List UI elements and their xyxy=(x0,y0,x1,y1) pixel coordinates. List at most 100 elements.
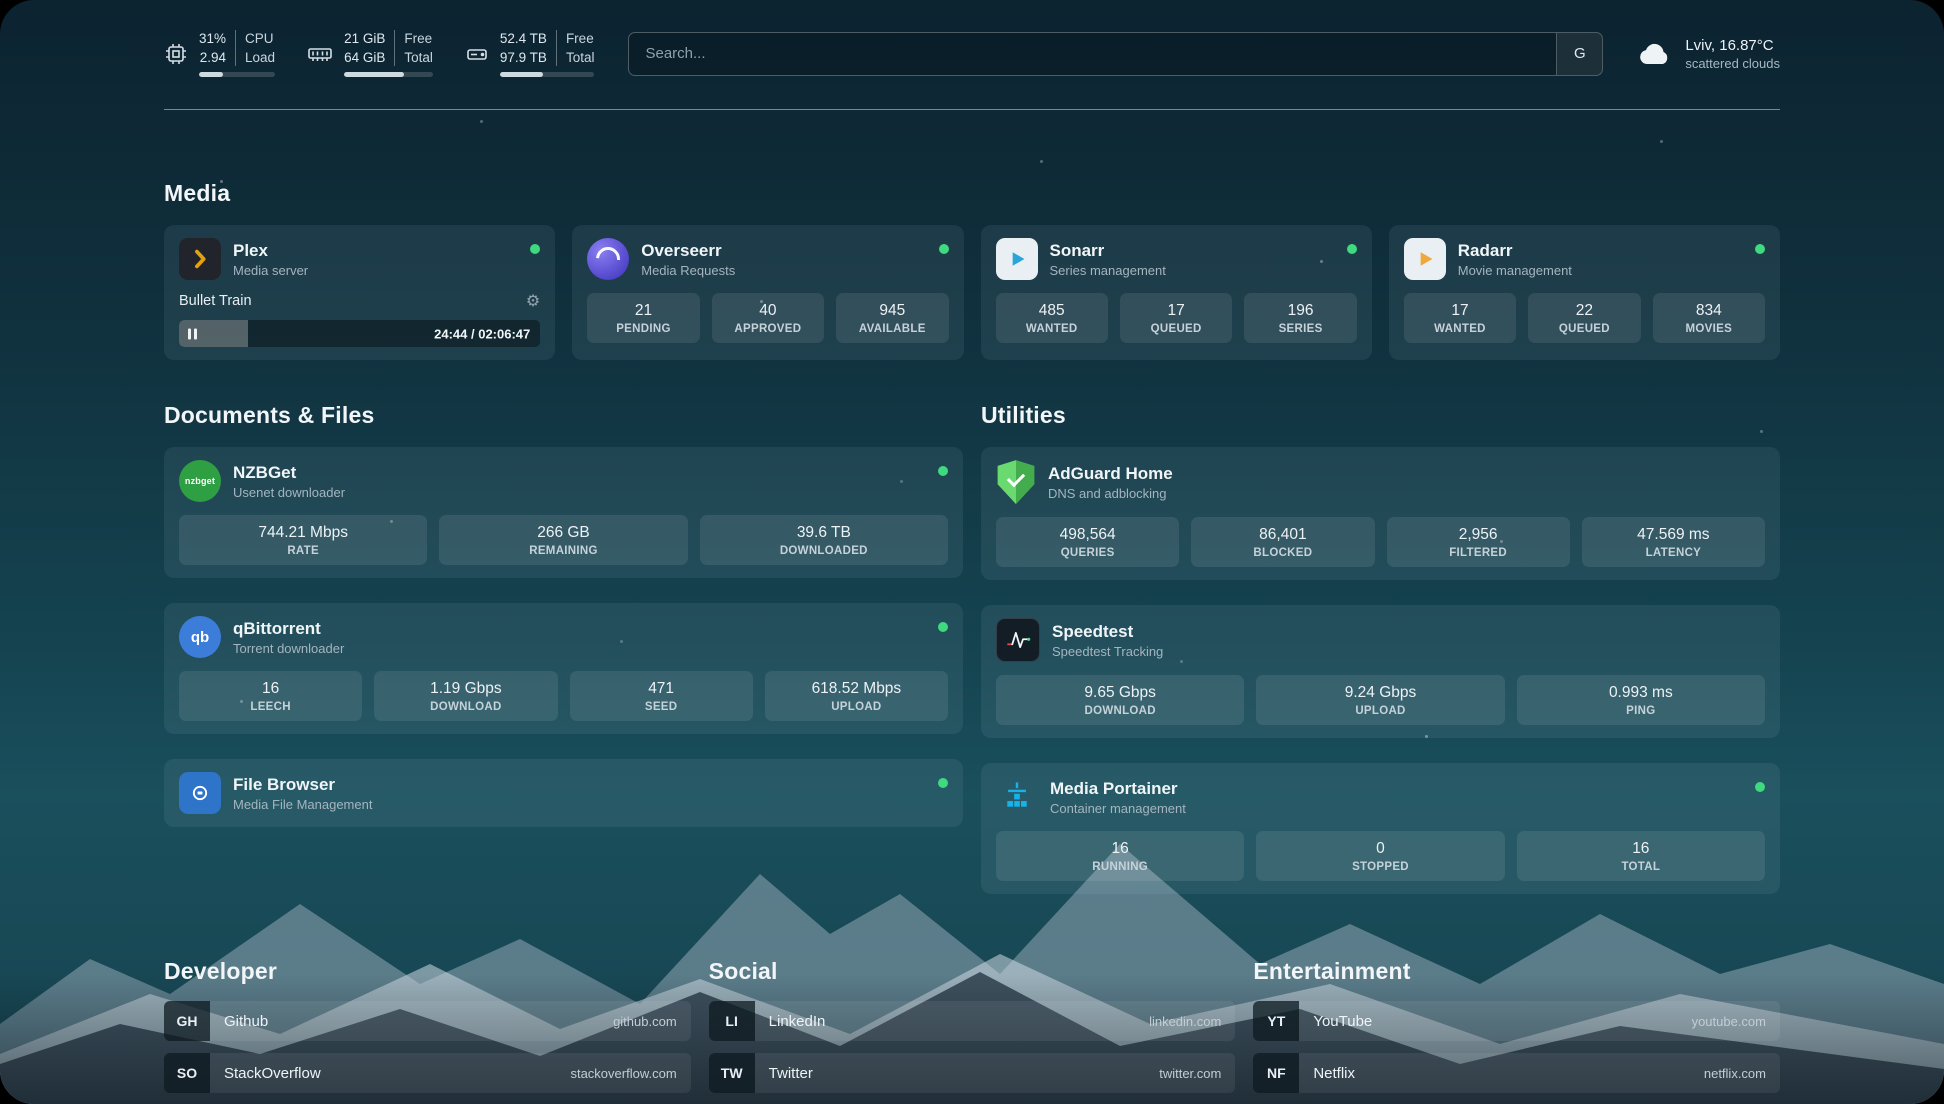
weather-location: Lviv, 16.87°C xyxy=(1685,36,1774,54)
stat-label: LEECH xyxy=(250,701,291,714)
disk-values: 52.4 TB 97.9 TB xyxy=(500,30,557,67)
bookmark-domain: youtube.com xyxy=(1691,1013,1766,1029)
search-bar: G xyxy=(628,31,1604,76)
service-name: AdGuard Home xyxy=(1048,464,1173,484)
stat-box: 16 RUNNING xyxy=(996,831,1245,882)
stat-value: 945 xyxy=(879,302,906,320)
bookmark-name: LinkedIn xyxy=(768,1012,826,1030)
portainer-icon xyxy=(996,776,1038,818)
stat-value: 17 xyxy=(1451,302,1469,320)
stat-value: 21 xyxy=(634,302,653,320)
status-dot xyxy=(938,778,948,789)
stat-box: 498,564 QUERIES xyxy=(996,517,1180,568)
bookmarks-entertainment: Entertainment YT YouTube youtube.com NF … xyxy=(1253,958,1780,1104)
settings-icon[interactable]: ⚙ xyxy=(525,293,541,311)
stat-value: 0 xyxy=(1376,840,1385,858)
stat-label: UPLOAD xyxy=(1355,705,1406,718)
status-dot xyxy=(1755,782,1765,793)
stat-label: BLOCKED xyxy=(1253,547,1313,560)
bookmark-domain: twitter.com xyxy=(1159,1065,1222,1081)
stat-value: 40 xyxy=(759,302,777,320)
bookmark-linkedin[interactable]: LI LinkedIn linkedin.com xyxy=(708,1001,1236,1042)
cpu-labels: CPU Load xyxy=(236,30,275,66)
search-input[interactable] xyxy=(629,45,1557,63)
cpu-load: 2.94 xyxy=(199,49,227,65)
service-name: Sonarr xyxy=(1049,241,1105,261)
bookmark-abbr: TW xyxy=(708,1053,755,1094)
stat-box: 744.21 Mbps RATE xyxy=(179,515,428,566)
search-provider-button[interactable]: G xyxy=(1556,32,1603,75)
stat-label: UPLOAD xyxy=(831,701,882,714)
media-grid: Plex Media server Bullet Train ⚙ 24:44 /… xyxy=(164,225,1780,361)
nzbget-icon-text: nzbget xyxy=(184,476,216,487)
bookmark-youtube[interactable]: YT YouTube youtube.com xyxy=(1253,1001,1780,1042)
stat-label: REMAINING xyxy=(529,545,598,558)
bookmark-domain: netflix.com xyxy=(1703,1065,1766,1081)
bookmark-github[interactable]: GH Github github.com xyxy=(164,1001,691,1042)
service-card-radarr[interactable]: Radarr Movie management 17 WANTED 22 QUE… xyxy=(1388,225,1780,361)
bookmark-netflix[interactable]: NF Netflix netflix.com xyxy=(1253,1053,1780,1094)
bookmark-name: Github xyxy=(224,1012,269,1030)
memory-label-bottom: Total xyxy=(404,49,433,65)
stat-box: 1.19 Gbps DOWNLOAD xyxy=(374,671,558,722)
memory-labels: Free Total xyxy=(395,30,433,66)
stat-value: 266 GB xyxy=(537,524,590,542)
service-card-nzbget[interactable]: nzbget NZBGet Usenet downloader 744.21 M… xyxy=(164,447,963,579)
cpu-values: 31% 2.94 xyxy=(199,30,237,67)
stat-value: 618.52 Mbps xyxy=(811,680,902,698)
stat-value: 9.65 Gbps xyxy=(1084,684,1156,702)
stat-value: 0.993 ms xyxy=(1608,684,1673,702)
radarr-icon xyxy=(1403,238,1446,281)
stat-label: QUERIES xyxy=(1060,547,1115,560)
stat-box: 21 PENDING xyxy=(587,293,700,344)
stat-value: 16 xyxy=(1111,840,1129,858)
service-card-qbittorrent[interactable]: qb qBittorrent Torrent downloader 16 xyxy=(164,603,963,735)
service-card-portainer[interactable]: Media Portainer Container management 16 … xyxy=(981,763,1780,895)
service-name: Radarr xyxy=(1457,241,1513,261)
service-card-filebrowser[interactable]: File Browser Media File Management xyxy=(164,759,963,828)
service-card-speedtest[interactable]: Speedtest Speedtest Tracking 9.65 Gbps D… xyxy=(981,605,1780,739)
bookmark-domain: stackoverflow.com xyxy=(570,1065,677,1081)
service-name: Plex xyxy=(233,241,268,261)
stat-value: 498,564 xyxy=(1059,526,1116,544)
service-card-overseerr[interactable]: Overseerr Media Requests 21 PENDING 40 A… xyxy=(572,225,964,361)
bookmark-twitter[interactable]: TW Twitter twitter.com xyxy=(708,1053,1236,1094)
section-title-utilities: Utilities xyxy=(981,402,1066,429)
bookmark-stackoverflow[interactable]: SO StackOverflow stackoverflow.com xyxy=(164,1053,691,1094)
stat-label: FILTERED xyxy=(1449,547,1508,560)
service-subtitle: Container management xyxy=(1050,800,1186,816)
stat-box: 17 WANTED xyxy=(1403,293,1517,344)
stat-value: 834 xyxy=(1695,302,1722,320)
stat-value: 471 xyxy=(648,680,675,698)
stat-box: 2,956 FILTERED xyxy=(1386,517,1570,568)
stat-label: LATENCY xyxy=(1645,547,1702,560)
stat-label: AVAILABLE xyxy=(858,323,926,336)
bookmark-name: YouTube xyxy=(1313,1012,1373,1030)
cpu-widget: 31% 2.94 CPU Load xyxy=(164,30,276,78)
stat-value: 16 xyxy=(1632,840,1650,858)
bookmark-abbr: YT xyxy=(1253,1001,1300,1042)
stat-box: 9.24 Gbps UPLOAD xyxy=(1256,675,1505,726)
stat-label: DOWNLOADED xyxy=(779,545,868,558)
stat-value: 17 xyxy=(1167,302,1185,320)
stat-box: 86,401 BLOCKED xyxy=(1191,517,1375,568)
stat-box: 618.52 Mbps UPLOAD xyxy=(764,671,948,722)
cpu-icon xyxy=(166,43,186,64)
stat-label: RUNNING xyxy=(1092,861,1149,874)
memory-label-top: Free xyxy=(404,31,433,46)
adguard-icon xyxy=(997,460,1035,505)
service-card-sonarr[interactable]: Sonarr Series management 485 WANTED 17 Q… xyxy=(980,225,1372,361)
service-card-plex[interactable]: Plex Media server Bullet Train ⚙ 24:44 /… xyxy=(164,225,556,361)
service-subtitle: Movie management xyxy=(1457,262,1572,278)
stat-box: 39.6 TB DOWNLOADED xyxy=(699,515,948,566)
qbittorrent-icon-text: qb xyxy=(190,628,210,646)
service-card-adguard[interactable]: AdGuard Home DNS and adblocking 498,564 … xyxy=(981,447,1780,581)
stat-box: 16 TOTAL xyxy=(1516,831,1765,882)
disk-meter xyxy=(499,72,595,78)
status-dot xyxy=(938,622,948,633)
stat-label: SERIES xyxy=(1278,323,1323,336)
memory-icon xyxy=(308,47,332,61)
memory-meter xyxy=(344,72,433,78)
cpu-meter xyxy=(199,72,276,78)
